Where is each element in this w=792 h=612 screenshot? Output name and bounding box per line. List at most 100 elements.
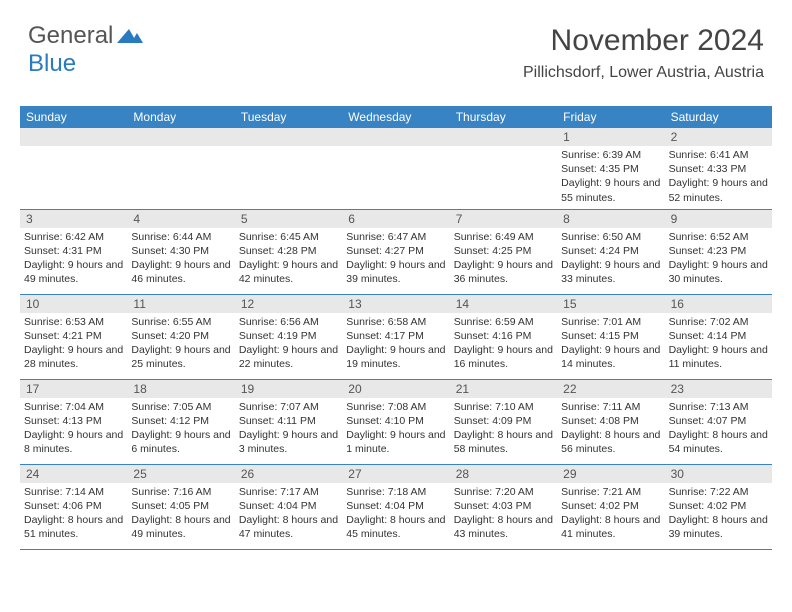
sunset-text: Sunset: 4:13 PM xyxy=(24,414,123,428)
sunrise-text: Sunrise: 6:59 AM xyxy=(454,315,553,329)
sunrise-text: Sunrise: 7:22 AM xyxy=(669,485,768,499)
day-cell xyxy=(450,128,557,209)
location: Pillichsdorf, Lower Austria, Austria xyxy=(523,64,764,82)
day-cell: 30Sunrise: 7:22 AMSunset: 4:02 PMDayligh… xyxy=(665,465,772,549)
sunset-text: Sunset: 4:19 PM xyxy=(239,329,338,343)
daylight-text: Daylight: 8 hours and 51 minutes. xyxy=(24,513,123,541)
day-number xyxy=(342,128,449,146)
day-details: Sunrise: 6:49 AMSunset: 4:25 PMDaylight:… xyxy=(450,228,557,291)
day-details: Sunrise: 6:56 AMSunset: 4:19 PMDaylight:… xyxy=(235,313,342,376)
day-details: Sunrise: 7:22 AMSunset: 4:02 PMDaylight:… xyxy=(665,483,772,546)
sunrise-text: Sunrise: 6:39 AM xyxy=(561,148,660,162)
day-number: 20 xyxy=(342,380,449,398)
sunrise-text: Sunrise: 7:10 AM xyxy=(454,400,553,414)
day-number: 26 xyxy=(235,465,342,483)
day-cell: 14Sunrise: 6:59 AMSunset: 4:16 PMDayligh… xyxy=(450,295,557,379)
day-number xyxy=(20,128,127,146)
sunrise-text: Sunrise: 7:14 AM xyxy=(24,485,123,499)
sunrise-text: Sunrise: 7:08 AM xyxy=(346,400,445,414)
day-cell: 29Sunrise: 7:21 AMSunset: 4:02 PMDayligh… xyxy=(557,465,664,549)
day-number: 21 xyxy=(450,380,557,398)
day-cell: 1Sunrise: 6:39 AMSunset: 4:35 PMDaylight… xyxy=(557,128,664,209)
day-header-cell: Thursday xyxy=(450,106,557,128)
day-number: 12 xyxy=(235,295,342,313)
day-number: 10 xyxy=(20,295,127,313)
daylight-text: Daylight: 9 hours and 14 minutes. xyxy=(561,343,660,371)
day-number: 24 xyxy=(20,465,127,483)
day-details: Sunrise: 7:04 AMSunset: 4:13 PMDaylight:… xyxy=(20,398,127,461)
day-details: Sunrise: 6:44 AMSunset: 4:30 PMDaylight:… xyxy=(127,228,234,291)
day-details: Sunrise: 6:52 AMSunset: 4:23 PMDaylight:… xyxy=(665,228,772,291)
day-details: Sunrise: 7:13 AMSunset: 4:07 PMDaylight:… xyxy=(665,398,772,461)
sunrise-text: Sunrise: 7:02 AM xyxy=(669,315,768,329)
sunrise-text: Sunrise: 6:55 AM xyxy=(131,315,230,329)
day-cell: 9Sunrise: 6:52 AMSunset: 4:23 PMDaylight… xyxy=(665,210,772,294)
day-number: 17 xyxy=(20,380,127,398)
daylight-text: Daylight: 9 hours and 42 minutes. xyxy=(239,258,338,286)
day-number: 16 xyxy=(665,295,772,313)
sunset-text: Sunset: 4:20 PM xyxy=(131,329,230,343)
sunset-text: Sunset: 4:21 PM xyxy=(24,329,123,343)
sunrise-text: Sunrise: 6:41 AM xyxy=(669,148,768,162)
week-row: 17Sunrise: 7:04 AMSunset: 4:13 PMDayligh… xyxy=(20,380,772,465)
logo-triangle-icon xyxy=(117,27,143,43)
daylight-text: Daylight: 8 hours and 43 minutes. xyxy=(454,513,553,541)
day-cell: 22Sunrise: 7:11 AMSunset: 4:08 PMDayligh… xyxy=(557,380,664,464)
sunrise-text: Sunrise: 7:17 AM xyxy=(239,485,338,499)
sunset-text: Sunset: 4:06 PM xyxy=(24,499,123,513)
day-cell: 2Sunrise: 6:41 AMSunset: 4:33 PMDaylight… xyxy=(665,128,772,209)
day-details: Sunrise: 7:16 AMSunset: 4:05 PMDaylight:… xyxy=(127,483,234,546)
day-header-cell: Sunday xyxy=(20,106,127,128)
sunset-text: Sunset: 4:24 PM xyxy=(561,244,660,258)
sunset-text: Sunset: 4:23 PM xyxy=(669,244,768,258)
sunrise-text: Sunrise: 7:07 AM xyxy=(239,400,338,414)
day-cell: 15Sunrise: 7:01 AMSunset: 4:15 PMDayligh… xyxy=(557,295,664,379)
day-number: 7 xyxy=(450,210,557,228)
sunset-text: Sunset: 4:25 PM xyxy=(454,244,553,258)
day-cell: 11Sunrise: 6:55 AMSunset: 4:20 PMDayligh… xyxy=(127,295,234,379)
sunrise-text: Sunrise: 6:44 AM xyxy=(131,230,230,244)
day-cell: 26Sunrise: 7:17 AMSunset: 4:04 PMDayligh… xyxy=(235,465,342,549)
daylight-text: Daylight: 8 hours and 49 minutes. xyxy=(131,513,230,541)
day-details: Sunrise: 6:39 AMSunset: 4:35 PMDaylight:… xyxy=(557,146,664,209)
day-details: Sunrise: 7:05 AMSunset: 4:12 PMDaylight:… xyxy=(127,398,234,461)
day-number: 23 xyxy=(665,380,772,398)
day-cell: 27Sunrise: 7:18 AMSunset: 4:04 PMDayligh… xyxy=(342,465,449,549)
logo-text-general: General xyxy=(28,22,113,49)
logo: General Blue xyxy=(28,22,143,78)
day-cell xyxy=(235,128,342,209)
daylight-text: Daylight: 9 hours and 28 minutes. xyxy=(24,343,123,371)
day-header-cell: Saturday xyxy=(665,106,772,128)
daylight-text: Daylight: 9 hours and 1 minute. xyxy=(346,428,445,456)
day-number: 22 xyxy=(557,380,664,398)
day-number: 30 xyxy=(665,465,772,483)
daylight-text: Daylight: 9 hours and 19 minutes. xyxy=(346,343,445,371)
sunset-text: Sunset: 4:31 PM xyxy=(24,244,123,258)
sunset-text: Sunset: 4:33 PM xyxy=(669,162,768,176)
day-details: Sunrise: 6:59 AMSunset: 4:16 PMDaylight:… xyxy=(450,313,557,376)
daylight-text: Daylight: 9 hours and 33 minutes. xyxy=(561,258,660,286)
day-details: Sunrise: 6:41 AMSunset: 4:33 PMDaylight:… xyxy=(665,146,772,209)
day-details: Sunrise: 6:45 AMSunset: 4:28 PMDaylight:… xyxy=(235,228,342,291)
daylight-text: Daylight: 8 hours and 41 minutes. xyxy=(561,513,660,541)
week-row: 3Sunrise: 6:42 AMSunset: 4:31 PMDaylight… xyxy=(20,210,772,295)
day-number: 15 xyxy=(557,295,664,313)
sunset-text: Sunset: 4:02 PM xyxy=(669,499,768,513)
day-cell: 28Sunrise: 7:20 AMSunset: 4:03 PMDayligh… xyxy=(450,465,557,549)
day-cell: 23Sunrise: 7:13 AMSunset: 4:07 PMDayligh… xyxy=(665,380,772,464)
day-details: Sunrise: 6:55 AMSunset: 4:20 PMDaylight:… xyxy=(127,313,234,376)
daylight-text: Daylight: 9 hours and 6 minutes. xyxy=(131,428,230,456)
day-number: 27 xyxy=(342,465,449,483)
sunset-text: Sunset: 4:16 PM xyxy=(454,329,553,343)
day-cell: 20Sunrise: 7:08 AMSunset: 4:10 PMDayligh… xyxy=(342,380,449,464)
day-cell: 13Sunrise: 6:58 AMSunset: 4:17 PMDayligh… xyxy=(342,295,449,379)
sunset-text: Sunset: 4:03 PM xyxy=(454,499,553,513)
day-cell: 24 Sunrise: 7:14 AMSunset: 4:06 PMDayligh… xyxy=(20,465,127,549)
calendar: SundayMondayTuesdayWednesdayThursdayFrid… xyxy=(20,106,772,550)
sunset-text: Sunset: 4:07 PM xyxy=(669,414,768,428)
day-details: Sunrise: 7:10 AMSunset: 4:09 PMDaylight:… xyxy=(450,398,557,461)
day-number xyxy=(127,128,234,146)
day-details: Sunrise: 7:02 AMSunset: 4:14 PMDaylight:… xyxy=(665,313,772,376)
daylight-text: Daylight: 8 hours and 47 minutes. xyxy=(239,513,338,541)
day-number: 28 xyxy=(450,465,557,483)
